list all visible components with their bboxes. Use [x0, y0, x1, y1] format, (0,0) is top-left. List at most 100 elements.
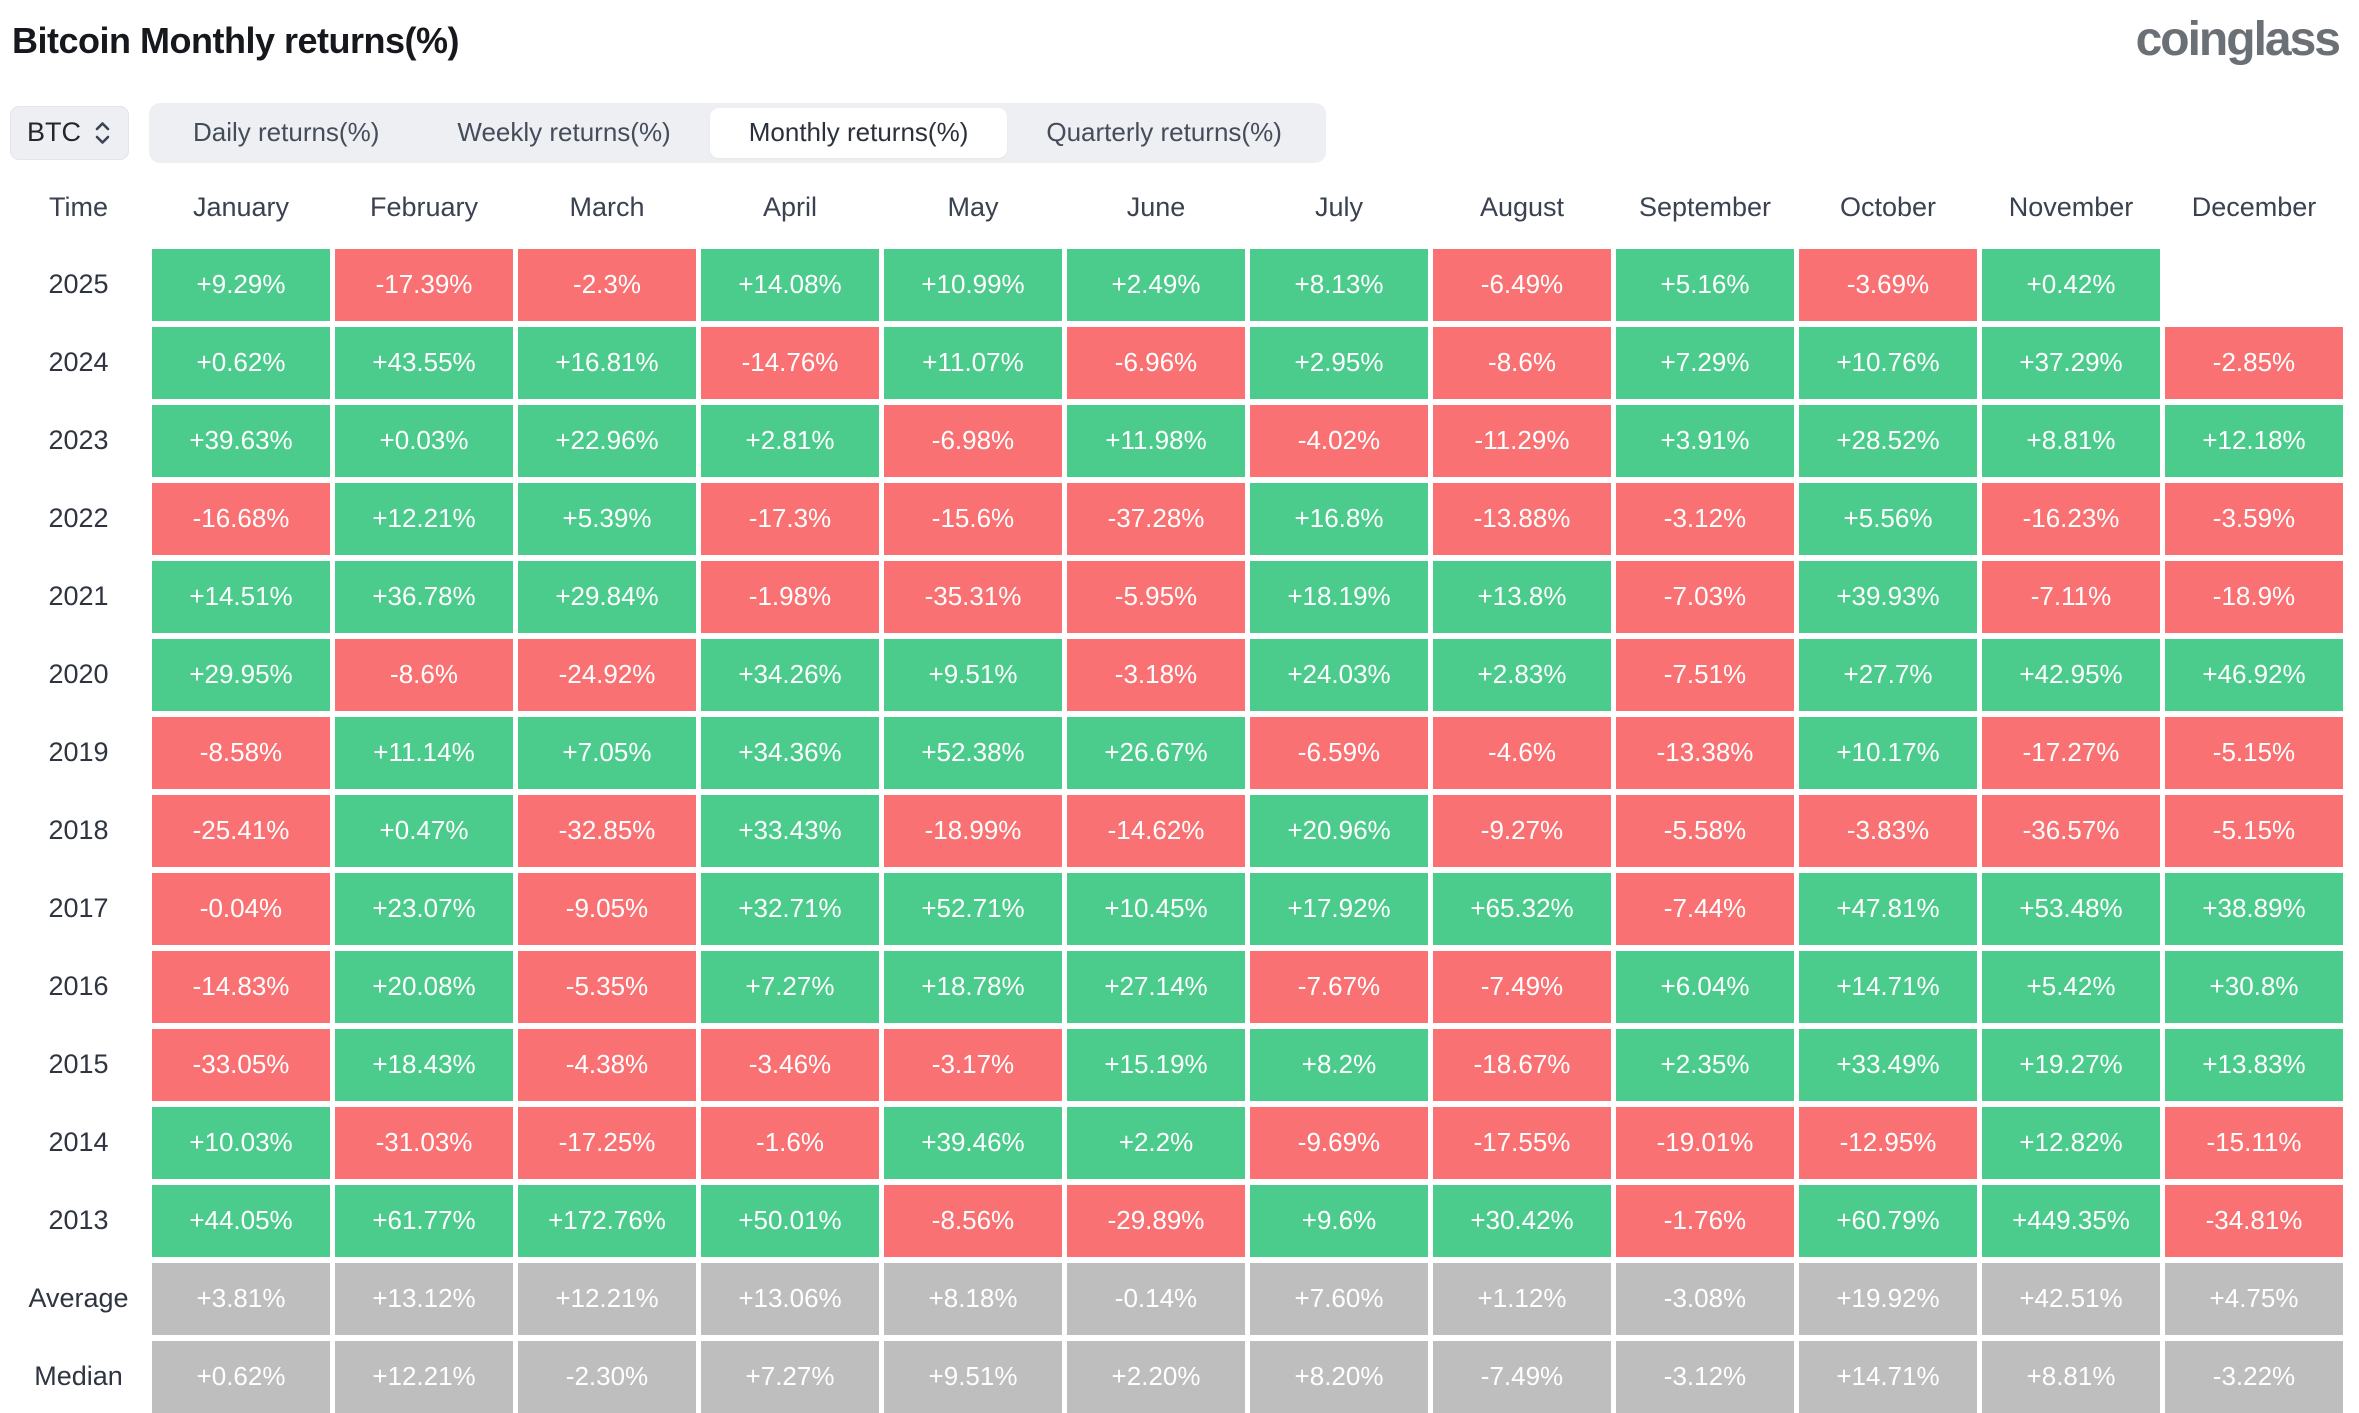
year-row-label: 2023	[48, 425, 109, 456]
return-cell: +14.71%	[1799, 950, 1977, 1023]
return-cell: +11.98%	[1067, 404, 1245, 477]
return-cell: -7.67%	[1250, 950, 1428, 1023]
return-cell: +24.03%	[1250, 638, 1428, 711]
return-cell: -2.3%	[518, 248, 696, 321]
return-cell: -36.57%	[1982, 794, 2160, 867]
return-cell: -5.15%	[2165, 716, 2343, 789]
return-cell: -18.9%	[2165, 560, 2343, 633]
return-cell: +8.81%	[1982, 1340, 2160, 1413]
tab-weekly-returns[interactable]: Weekly returns(%)	[418, 108, 709, 158]
return-cell: -3.17%	[884, 1028, 1062, 1101]
return-cell: +20.08%	[335, 950, 513, 1023]
return-cell: +23.07%	[335, 872, 513, 945]
return-cell: +34.36%	[701, 716, 879, 789]
return-cell: -8.58%	[152, 716, 330, 789]
return-cell: -3.22%	[2165, 1340, 2343, 1413]
return-cell: +65.32%	[1433, 872, 1611, 945]
return-cell: +12.21%	[335, 482, 513, 555]
return-cell: +5.16%	[1616, 248, 1794, 321]
return-cell: +60.79%	[1799, 1184, 1977, 1257]
return-cell: -16.23%	[1982, 482, 2160, 555]
return-cell: +52.38%	[884, 716, 1062, 789]
return-cell: -16.68%	[152, 482, 330, 555]
return-cell: +1.12%	[1433, 1262, 1611, 1335]
year-row-label: 2021	[48, 581, 109, 612]
return-cell: -0.14%	[1067, 1262, 1245, 1335]
return-cell: +2.83%	[1433, 638, 1611, 711]
year-row-label: 2017	[48, 893, 109, 924]
return-cell: +50.01%	[701, 1184, 879, 1257]
return-cell: +12.21%	[335, 1340, 513, 1413]
return-cell: -4.38%	[518, 1028, 696, 1101]
tab-monthly-returns[interactable]: Monthly returns(%)	[709, 107, 1008, 158]
return-cell: +0.42%	[1982, 248, 2160, 321]
return-cell: +0.62%	[152, 1340, 330, 1413]
return-cell: +42.95%	[1982, 638, 2160, 711]
year-row-label: 2022	[48, 503, 109, 534]
return-cell: -13.38%	[1616, 716, 1794, 789]
return-cell: +16.81%	[518, 326, 696, 399]
year-row-label: 2015	[48, 1049, 109, 1080]
time-column-header: Time	[49, 192, 108, 223]
return-cell: -7.49%	[1433, 950, 1611, 1023]
return-cell: -17.55%	[1433, 1106, 1611, 1179]
return-cell: +10.03%	[152, 1106, 330, 1179]
coin-selector[interactable]: BTC	[10, 105, 129, 160]
return-cell: -4.02%	[1250, 404, 1428, 477]
coin-selector-label: BTC	[27, 117, 81, 148]
return-cell: +5.39%	[518, 482, 696, 555]
return-cell: -17.39%	[335, 248, 513, 321]
return-cell: +11.07%	[884, 326, 1062, 399]
return-cell: -3.08%	[1616, 1262, 1794, 1335]
return-cell: +7.05%	[518, 716, 696, 789]
return-cell: -25.41%	[152, 794, 330, 867]
column-header-december: December	[2191, 192, 2317, 223]
return-cell: +12.21%	[518, 1262, 696, 1335]
return-cell: +18.78%	[884, 950, 1062, 1023]
return-cell: +14.08%	[701, 248, 879, 321]
return-cell: +8.2%	[1250, 1028, 1428, 1101]
return-cell: +28.52%	[1799, 404, 1977, 477]
return-cell: +2.20%	[1067, 1340, 1245, 1413]
return-cell: -9.05%	[518, 872, 696, 945]
return-cell: +39.93%	[1799, 560, 1977, 633]
return-cell: +9.29%	[152, 248, 330, 321]
stat-row-label: Median	[34, 1361, 123, 1392]
column-header-may: May	[947, 192, 999, 223]
return-cell: +8.20%	[1250, 1340, 1428, 1413]
return-cell: -2.30%	[518, 1340, 696, 1413]
year-row-label: 2013	[48, 1205, 109, 1236]
tab-daily-returns[interactable]: Daily returns(%)	[154, 108, 418, 158]
column-header-july: July	[1314, 192, 1363, 223]
return-cell: +32.71%	[701, 872, 879, 945]
return-cell: -3.12%	[1616, 482, 1794, 555]
return-cell: -5.58%	[1616, 794, 1794, 867]
return-cell: -3.69%	[1799, 248, 1977, 321]
return-cell: -14.83%	[152, 950, 330, 1023]
coinglass-logo[interactable]: coinglass	[2135, 13, 2341, 66]
return-cell: +12.82%	[1982, 1106, 2160, 1179]
return-cell: +5.42%	[1982, 950, 2160, 1023]
return-cell: -3.12%	[1616, 1340, 1794, 1413]
column-header-november: November	[2008, 192, 2134, 223]
return-cell: +29.84%	[518, 560, 696, 633]
return-cell: -7.11%	[1982, 560, 2160, 633]
return-cell: -35.31%	[884, 560, 1062, 633]
return-cell: -18.99%	[884, 794, 1062, 867]
tab-quarterly-returns[interactable]: Quarterly returns(%)	[1007, 108, 1321, 158]
return-cell: +15.19%	[1067, 1028, 1245, 1101]
return-cell: +17.92%	[1250, 872, 1428, 945]
column-header-september: September	[1638, 192, 1772, 223]
return-cell: +14.51%	[152, 560, 330, 633]
empty-cell	[2165, 249, 2343, 321]
return-cell: +8.13%	[1250, 248, 1428, 321]
return-cell: +0.47%	[335, 794, 513, 867]
return-cell: +4.75%	[2165, 1262, 2343, 1335]
return-cell: -3.83%	[1799, 794, 1977, 867]
return-cell: +53.48%	[1982, 872, 2160, 945]
return-cell: -9.27%	[1433, 794, 1611, 867]
return-cell: +12.18%	[2165, 404, 2343, 477]
table-body: 2025 +9.29% -17.39% -2.3% +14.08% +10.99% +2.4…	[10, 248, 2345, 1413]
return-cell: -8.6%	[1433, 326, 1611, 399]
